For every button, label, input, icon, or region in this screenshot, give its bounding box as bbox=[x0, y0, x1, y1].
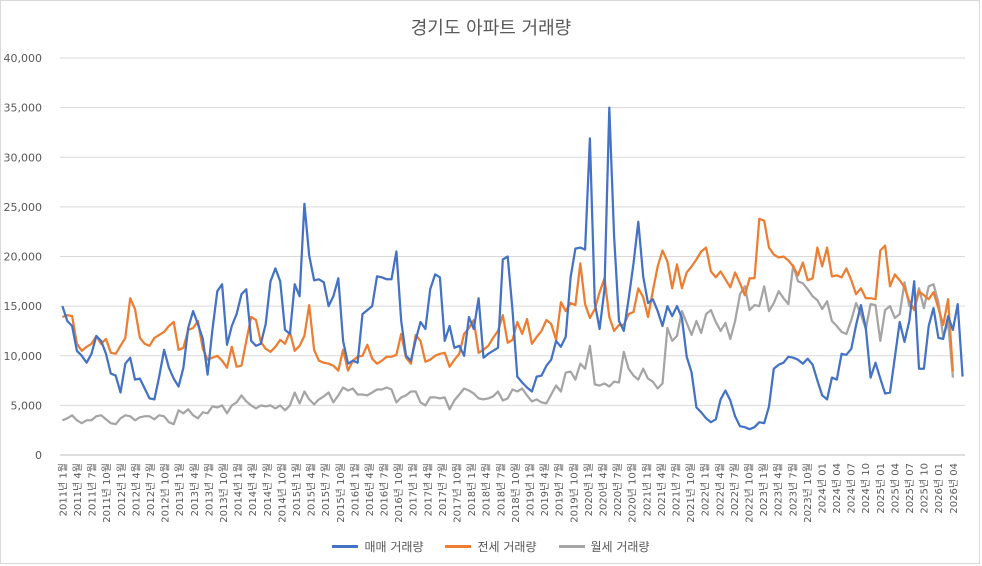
x-tick-label: 2024년 07 bbox=[846, 463, 858, 514]
x-tick-label: 2016년 10월 bbox=[393, 463, 405, 523]
y-tick-label: 15,000 bbox=[4, 300, 43, 313]
x-tick-label: 2022년 4월 bbox=[714, 463, 726, 516]
x-tick-label: 2025년 04 bbox=[889, 463, 901, 514]
legend-label-wolse: 월세 거래량 bbox=[590, 540, 650, 554]
sales-series-line bbox=[61, 106, 964, 431]
x-tick-label: 2024년 01 bbox=[816, 463, 828, 514]
x-tick-label: 2011년 1월 bbox=[57, 463, 69, 516]
x-tick-label: 2012년 1월 bbox=[116, 463, 128, 516]
x-tick-label: 2019년 4월 bbox=[539, 463, 551, 516]
x-tick-label: 2021년 4월 bbox=[656, 463, 668, 516]
jeonse-series-line bbox=[61, 217, 955, 372]
legend-swatch-jeonse bbox=[445, 545, 472, 548]
legend: 매매 거래량 전세 거래량 월세 거래량 bbox=[0, 538, 982, 555]
legend-item-wolse: 월세 거래량 bbox=[558, 538, 650, 555]
x-tick-label: 2017년 7월 bbox=[437, 463, 449, 516]
x-tick-label: 2019년 1월 bbox=[525, 463, 537, 516]
gridlines bbox=[60, 57, 965, 456]
x-tick-label: 2012년 10월 bbox=[160, 463, 172, 523]
x-tick-label: 2016년 1월 bbox=[349, 463, 361, 516]
x-tick-label: 2025년 10 bbox=[919, 463, 931, 514]
x-tick-label: 2023년 7월 bbox=[787, 463, 799, 516]
x-tick-label: 2018년 1월 bbox=[466, 463, 478, 516]
legend-swatch-sales bbox=[332, 545, 359, 548]
x-tick-label: 2023년 4월 bbox=[773, 463, 785, 516]
x-tick-label: 2011년 10월 bbox=[101, 463, 113, 523]
x-tick-label: 2023년 1월 bbox=[758, 463, 770, 516]
x-tick-label: 2015년 7월 bbox=[320, 463, 332, 516]
legend-item-sales: 매매 거래량 bbox=[332, 538, 423, 555]
x-tick-label: 2011년 4월 bbox=[72, 463, 84, 516]
x-tick-label: 2013년 10월 bbox=[218, 463, 230, 523]
x-tick-label: 2021년 10월 bbox=[685, 463, 697, 523]
x-tick-label: 2020년 4월 bbox=[598, 463, 610, 516]
x-tick-label: 2018년 7월 bbox=[495, 463, 507, 516]
x-tick-label: 2023년 10월 bbox=[802, 463, 814, 523]
x-tick-label: 2018년 10월 bbox=[510, 463, 522, 523]
wolse-series-line bbox=[61, 264, 955, 426]
x-tick-label: 2021년 1월 bbox=[641, 463, 653, 516]
legend-label-sales: 매매 거래량 bbox=[364, 540, 424, 554]
x-tick-label: 2018년 4월 bbox=[481, 463, 493, 516]
x-tick-label: 2019년 7월 bbox=[554, 463, 566, 516]
chart-title: 경기도 아파트 거래량 bbox=[410, 18, 572, 39]
x-tick-label: 2021년 7월 bbox=[670, 463, 682, 516]
y-tick-label: 20,000 bbox=[4, 251, 43, 264]
x-tick-label: 2025년 07 bbox=[904, 463, 916, 514]
x-tick-label: 2020년 7월 bbox=[612, 463, 624, 516]
y-tick-label: 35,000 bbox=[4, 102, 43, 115]
x-tick-label: 2012년 7월 bbox=[145, 463, 157, 516]
x-tick-label: 2013년 4월 bbox=[189, 463, 201, 516]
legend-label-jeonse: 전세 거래량 bbox=[477, 540, 537, 554]
x-tick-label: 2026년 01 bbox=[933, 463, 945, 514]
x-tick-label: 2026년 04 bbox=[948, 463, 960, 514]
x-tick-label: 2017년 10월 bbox=[452, 463, 464, 523]
x-tick-label: 2019년 10월 bbox=[568, 463, 580, 523]
x-tick-label: 2014년 7월 bbox=[262, 463, 274, 516]
x-tick-label: 2012년 4월 bbox=[130, 463, 142, 516]
x-tick-label: 2011년 7월 bbox=[87, 463, 99, 516]
x-tick-label: 2017년 1월 bbox=[408, 463, 420, 516]
x-tick-label: 2014년 10월 bbox=[276, 463, 288, 523]
x-tick-label: 2015년 10월 bbox=[335, 463, 347, 523]
y-tick-label: 0 bbox=[35, 449, 42, 462]
y-tick-label: 25,000 bbox=[4, 201, 43, 214]
x-tick-label: 2022년 1월 bbox=[700, 463, 712, 516]
legend-swatch-wolse bbox=[558, 545, 585, 548]
x-tick-label: 2022년 10월 bbox=[743, 463, 755, 523]
x-tick-label: 2020년 1월 bbox=[583, 463, 595, 516]
x-tick-label: 2025년 01 bbox=[875, 463, 887, 514]
x-tick-label: 2024년 04 bbox=[831, 463, 843, 514]
x-tick-label: 2024년 10 bbox=[860, 463, 872, 514]
x-tick-label: 2022년 7월 bbox=[729, 463, 741, 516]
y-tick-label: 40,000 bbox=[4, 52, 43, 65]
x-tick-label: 2013년 7월 bbox=[203, 463, 215, 516]
series-lines bbox=[61, 106, 964, 431]
x-tick-label: 2014년 1월 bbox=[233, 463, 245, 516]
x-axis: 2011년 1월 2011년 4월 2011년 7월 2011년 10월 2012년 1… bbox=[57, 463, 959, 523]
y-axis: 0 5,000 10,000 15,000 20,000 25,000 30,000 35,0… bbox=[4, 52, 43, 462]
y-tick-label: 5,000 bbox=[11, 399, 43, 412]
legend-item-jeonse: 전세 거래량 bbox=[445, 538, 537, 555]
x-tick-label: 2014년 4월 bbox=[247, 463, 259, 516]
x-tick-label: 2020년 10월 bbox=[627, 463, 639, 523]
y-tick-label: 30,000 bbox=[4, 151, 43, 164]
x-tick-label: 2015년 1월 bbox=[291, 463, 303, 516]
x-tick-label: 2016년 7월 bbox=[379, 463, 391, 516]
y-tick-label: 10,000 bbox=[4, 350, 43, 363]
x-tick-label: 2017년 4월 bbox=[422, 463, 434, 516]
x-tick-label: 2016년 4월 bbox=[364, 463, 376, 516]
x-tick-label: 2013년 1월 bbox=[174, 463, 186, 516]
x-tick-label: 2015년 4월 bbox=[306, 463, 318, 516]
